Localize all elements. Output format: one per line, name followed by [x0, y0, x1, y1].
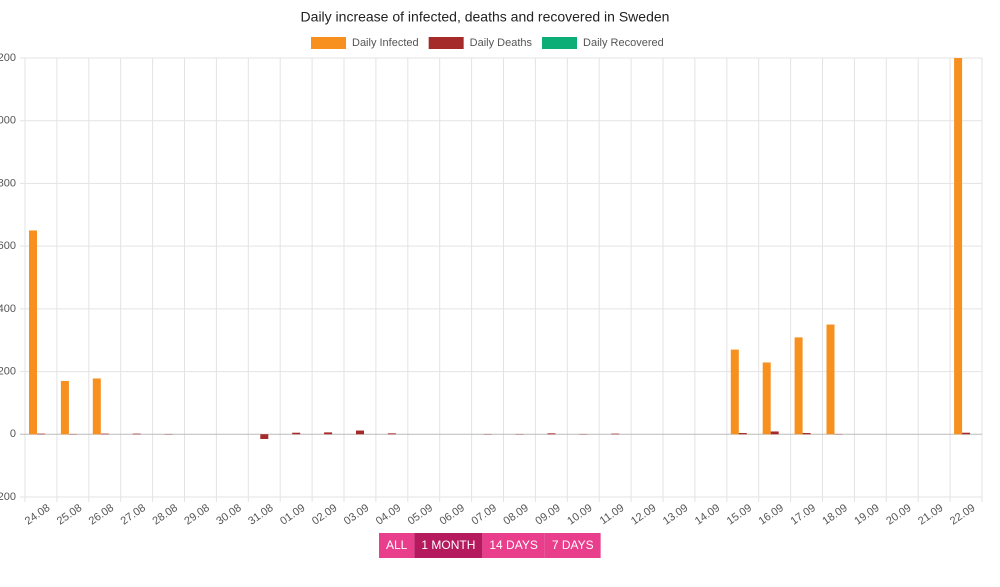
bar	[356, 430, 364, 435]
x-tick-label: 12.09	[629, 502, 658, 528]
y-tick-label: 1000	[0, 115, 16, 127]
x-tick-label: 13.09	[661, 502, 690, 528]
bar	[762, 362, 771, 435]
range-button[interactable]	[379, 533, 415, 558]
legend-swatch	[428, 37, 464, 49]
legend-label: Daily Infected	[352, 37, 419, 49]
y-tick-label: 600	[0, 240, 16, 252]
bar	[794, 337, 803, 435]
bar	[387, 433, 396, 435]
bar	[770, 431, 779, 435]
chart-title: Daily increase of infected, deaths and r…	[301, 9, 670, 25]
x-tick-label: 29.08	[182, 502, 211, 528]
bar	[29, 230, 37, 435]
bar	[954, 58, 963, 435]
range-button[interactable]	[414, 533, 483, 558]
legend-swatch	[542, 37, 578, 49]
bar	[60, 380, 69, 435]
x-tick-label: 06.09	[438, 502, 467, 528]
y-tick-label: 800	[0, 177, 16, 189]
legend-label: Daily Recovered	[583, 37, 664, 49]
y-tick-label: 0	[10, 428, 16, 440]
y-tick-label: 200	[0, 365, 16, 377]
x-tick-label: 09.09	[533, 502, 562, 528]
x-tick-label: 18.09	[820, 502, 849, 528]
y-tick-label: 1200	[0, 52, 16, 64]
x-tick-label: 04.09	[374, 502, 403, 528]
bar	[92, 378, 101, 435]
x-tick-label: 28.08	[151, 502, 180, 528]
x-tick-label: 07.09	[470, 502, 499, 528]
x-tick-label: 26.08	[87, 502, 116, 528]
y-tick-label: 400	[0, 303, 16, 315]
legend-label: Daily Deaths	[470, 37, 533, 49]
x-tick-label: 25.08	[55, 502, 84, 528]
y-tick-label: -200	[0, 491, 16, 503]
bar	[611, 433, 620, 435]
x-tick-label: 10.09	[565, 502, 594, 528]
bar	[547, 433, 556, 435]
bar	[826, 324, 835, 435]
x-tick-label: 01.09	[278, 502, 307, 528]
bar	[37, 433, 45, 435]
x-tick-label: 03.09	[342, 502, 371, 528]
x-tick-label: 24.08	[23, 502, 52, 528]
x-tick-label: 30.08	[214, 502, 243, 528]
range-button-label[interactable]: 14 DAYS	[489, 538, 537, 552]
range-button[interactable]	[482, 533, 545, 558]
bar	[132, 433, 141, 435]
x-tick-label: 05.09	[406, 502, 435, 528]
x-tick-label: 14.09	[693, 502, 722, 528]
bar	[962, 432, 971, 435]
bar	[730, 349, 739, 435]
bar	[100, 433, 109, 435]
x-tick-label: 31.08	[246, 502, 275, 528]
x-tick-label: 27.08	[119, 502, 148, 528]
x-tick-label: 02.09	[310, 502, 339, 528]
legend-swatch	[311, 37, 346, 49]
bar	[292, 432, 301, 435]
bar	[260, 434, 269, 439]
range-button-label[interactable]: 1 MONTH	[421, 538, 475, 552]
x-tick-label: 08.09	[501, 502, 530, 528]
bar	[324, 432, 333, 435]
x-tick-label: 11.09	[598, 502, 627, 527]
x-tick-label: 22.09	[948, 502, 977, 528]
x-tick-label: 16.09	[757, 502, 786, 528]
range-button[interactable]	[544, 533, 601, 558]
x-tick-label: 17.09	[789, 502, 818, 528]
range-button-label[interactable]: ALL	[386, 538, 408, 552]
x-tick-label: 19.09	[852, 502, 881, 528]
x-tick-label: 21.09	[916, 502, 945, 528]
x-tick-label: 15.09	[725, 502, 754, 528]
bar	[802, 433, 811, 435]
range-button-label[interactable]: 7 DAYS	[552, 538, 594, 552]
x-tick-label: 20.09	[884, 502, 913, 528]
bar	[738, 433, 747, 435]
